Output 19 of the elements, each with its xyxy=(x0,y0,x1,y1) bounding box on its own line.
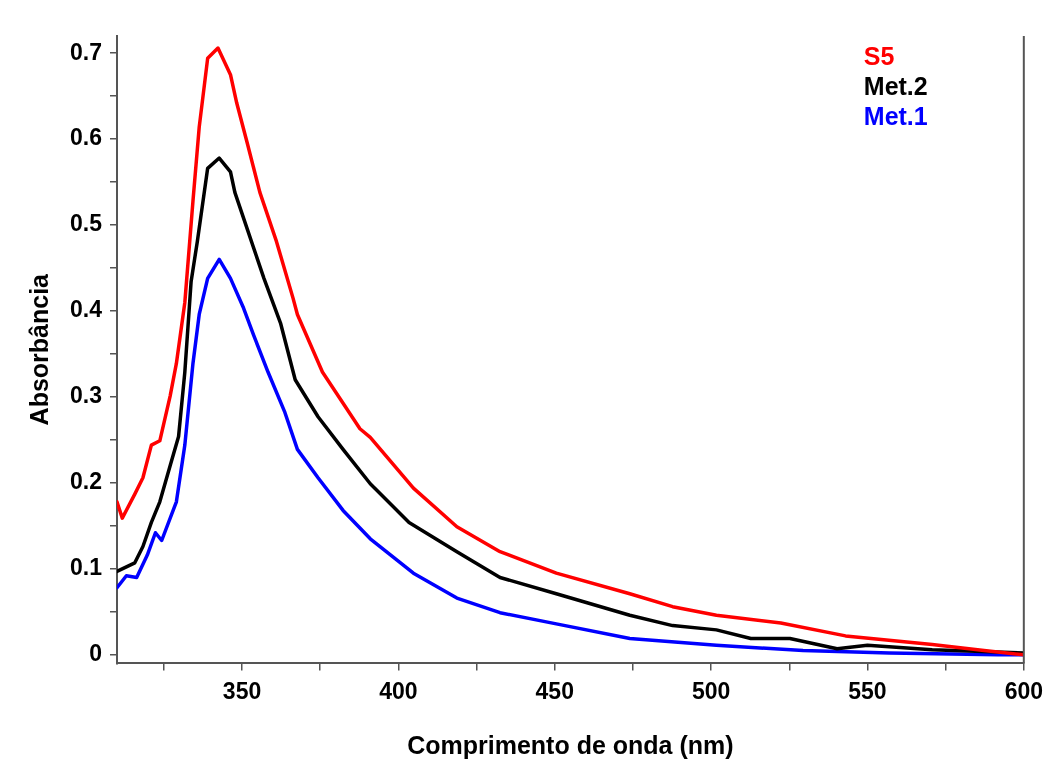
y-tick-label: 0.1 xyxy=(69,554,103,581)
x-tick-label: 550 xyxy=(848,677,887,704)
text: Met.1 xyxy=(863,102,928,131)
y-axis-title: Absorbância xyxy=(24,272,53,426)
text: Met.2 xyxy=(863,72,928,101)
y-tick-label: 0 xyxy=(89,640,102,667)
y-tick-label: 0.4 xyxy=(69,296,103,323)
x-tick-label: 500 xyxy=(691,677,731,704)
y-tick-label: 0.6 xyxy=(69,124,102,151)
x-tick-label: 450 xyxy=(535,677,574,704)
x-tick-label: 400 xyxy=(379,677,418,704)
y-tick-label: 0.7 xyxy=(69,38,102,65)
x-tick-label: 350 xyxy=(222,677,262,704)
y-tick-label: 0.5 xyxy=(69,210,103,237)
y-tick-label: 0.2 xyxy=(69,468,102,495)
x-tick-label: 600 xyxy=(1004,677,1043,704)
y-tick-label: 0.3 xyxy=(69,382,102,409)
x-axis-title: Comprimento de onda (nm) xyxy=(407,730,734,759)
text: S5 xyxy=(863,42,895,71)
